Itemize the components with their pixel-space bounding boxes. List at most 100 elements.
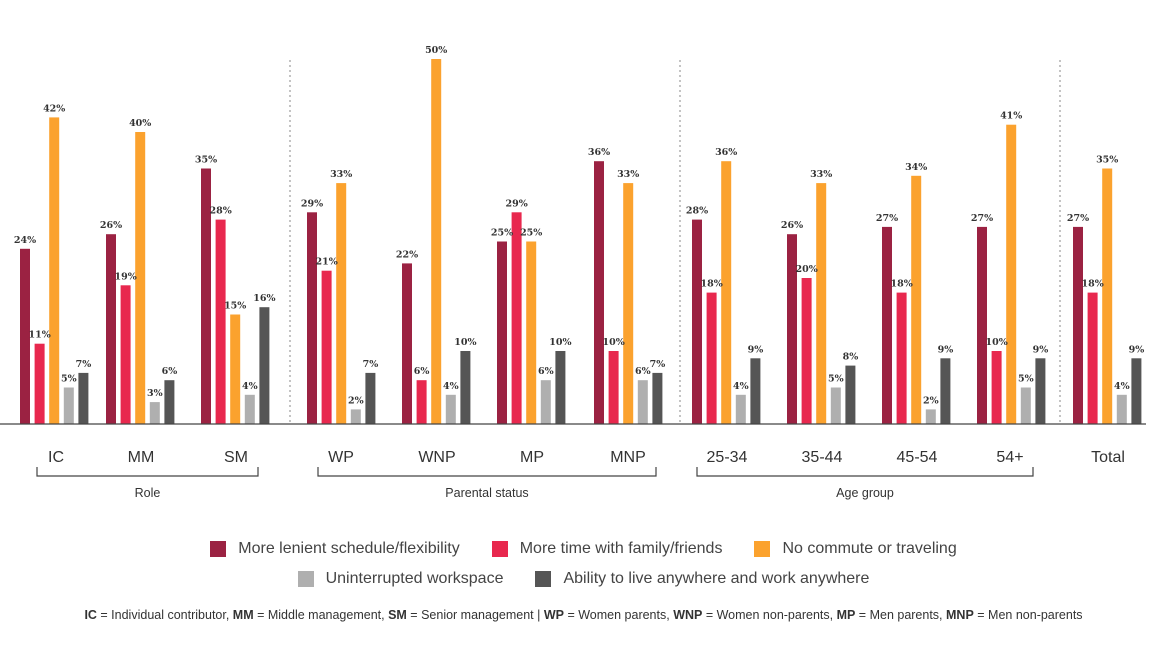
bar-35-44-series-5: [845, 365, 856, 424]
value-label: 27%: [1067, 213, 1089, 224]
value-label: 7%: [363, 359, 379, 370]
bar-mnp-series-1: [594, 161, 604, 424]
bar-mm-series-4: [149, 402, 160, 424]
value-label: 10%: [602, 337, 624, 348]
bar-mp-series-2: [511, 212, 522, 424]
bar-total-series-2: [1087, 292, 1098, 424]
bar-54+-series-4: [1020, 387, 1031, 424]
legend-label: More time with family/friends: [519, 540, 723, 557]
value-label: 29%: [301, 198, 323, 209]
bar-sm-series-5: [259, 307, 270, 424]
value-label: 5%: [61, 374, 77, 385]
footnote-text: = Men parents,: [855, 608, 947, 622]
bar-25-34-series-5: [750, 358, 761, 424]
bar-mm-series-3: [135, 132, 146, 424]
value-label: 15%: [224, 301, 246, 312]
value-label: 6%: [635, 366, 651, 377]
category-label: IC: [48, 449, 64, 466]
value-label: 9%: [938, 344, 954, 355]
bar-sm-series-3: [230, 314, 241, 424]
value-label: 25%: [491, 228, 513, 239]
axis-layer: [0, 60, 1146, 425]
value-label: 4%: [443, 381, 459, 392]
value-label: 10%: [454, 337, 476, 348]
footnote-text: = Men non-parents: [973, 608, 1083, 622]
value-labels-layer: 24% 11% 42% 5% 7% 26% 19% 40% 3% 6% 35% 28% 15% 4% 16%…: [14, 45, 1144, 406]
legend-row-1: More lenient schedule/flexibility More ti…: [0, 540, 1167, 558]
group-brackets-layer: Role Parental status Age group: [36, 467, 1034, 500]
value-label: 10%: [549, 337, 571, 348]
value-label: 24%: [14, 235, 36, 246]
value-label: 42%: [43, 103, 65, 114]
bar-54+-series-2: [991, 351, 1002, 424]
value-label: 29%: [505, 198, 527, 209]
bar-wp-series-1: [307, 212, 317, 424]
bar-wnp-series-4: [445, 394, 456, 424]
category-label: MM: [128, 449, 155, 466]
footnote-abbr: SM: [388, 608, 407, 622]
bar-wnp-series-3: [431, 59, 442, 424]
footnote-abbr: WP: [543, 608, 564, 622]
legend-item: Uninterrupted workspace: [297, 570, 503, 588]
value-label: 7%: [76, 359, 92, 370]
bar-wp-series-3: [336, 183, 347, 424]
legend-item: More lenient schedule/flexibility: [210, 540, 460, 558]
bar-mp-series-4: [540, 380, 551, 424]
legend-swatch: [754, 541, 771, 557]
bar-ic-series-2: [34, 343, 45, 424]
bar-total-series-1: [1073, 226, 1083, 424]
value-label: 26%: [781, 220, 803, 231]
value-label: 36%: [715, 147, 737, 158]
value-label: 6%: [162, 366, 178, 377]
bar-wp-series-4: [350, 409, 361, 424]
bar-35-44-series-4: [830, 387, 841, 424]
category-label: 54+: [996, 449, 1023, 466]
footnote-text: = Middle management,: [253, 608, 389, 622]
value-label: 27%: [971, 213, 993, 224]
bar-mnp-series-4: [637, 380, 648, 424]
value-label: 18%: [700, 279, 722, 290]
category-label: MNP: [610, 449, 646, 466]
legend-label: Ability to live anywhere and work anywhe…: [563, 570, 870, 587]
bar-25-34-series-1: [692, 219, 702, 424]
bar-mm-series-2: [120, 285, 131, 424]
group-label: Parental status: [445, 486, 528, 500]
category-label: WNP: [418, 449, 455, 466]
value-label: 7%: [650, 359, 666, 370]
value-label: 35%: [1096, 155, 1118, 166]
value-label: 11%: [28, 330, 50, 341]
bar-wp-series-2: [321, 270, 332, 424]
legend-item: More time with family/friends: [491, 540, 723, 558]
legend-item: No commute or traveling: [754, 540, 957, 558]
bar-wp-series-5: [365, 372, 376, 424]
bar-mm-series-5: [164, 380, 175, 424]
bar-54+-series-1: [977, 226, 987, 424]
bar-mnp-series-2: [608, 351, 619, 424]
footnote: IC = Individual contributor, MM = Middle…: [0, 608, 1167, 622]
group-bracket: [36, 467, 259, 477]
bar-mp-series-1: [497, 241, 507, 424]
value-label: 4%: [242, 381, 258, 392]
value-label: 5%: [1018, 374, 1034, 385]
value-label: 33%: [330, 169, 352, 180]
value-label: 50%: [425, 45, 447, 56]
value-label: 21%: [315, 257, 337, 268]
value-label: 26%: [100, 220, 122, 231]
legend-label: No commute or traveling: [782, 540, 957, 557]
group-label: Role: [135, 486, 161, 500]
footnote-text: = Women parents,: [563, 608, 674, 622]
group-bracket: [317, 467, 657, 477]
bar-sm-series-4: [244, 394, 255, 424]
bar-35-44-series-1: [787, 234, 797, 424]
bar-ic-series-3: [49, 117, 60, 425]
bar-wnp-series-2: [416, 380, 427, 424]
bar-54+-series-5: [1035, 358, 1046, 424]
bar-ic-series-1: [20, 248, 30, 424]
legend-swatch: [210, 541, 227, 557]
bar-sm-series-2: [215, 219, 226, 424]
value-label: 6%: [414, 366, 430, 377]
value-label: 20%: [795, 264, 817, 275]
bar-mnp-series-5: [652, 372, 663, 424]
bar-45-54-series-1: [882, 226, 892, 424]
legend-swatch: [535, 571, 552, 587]
